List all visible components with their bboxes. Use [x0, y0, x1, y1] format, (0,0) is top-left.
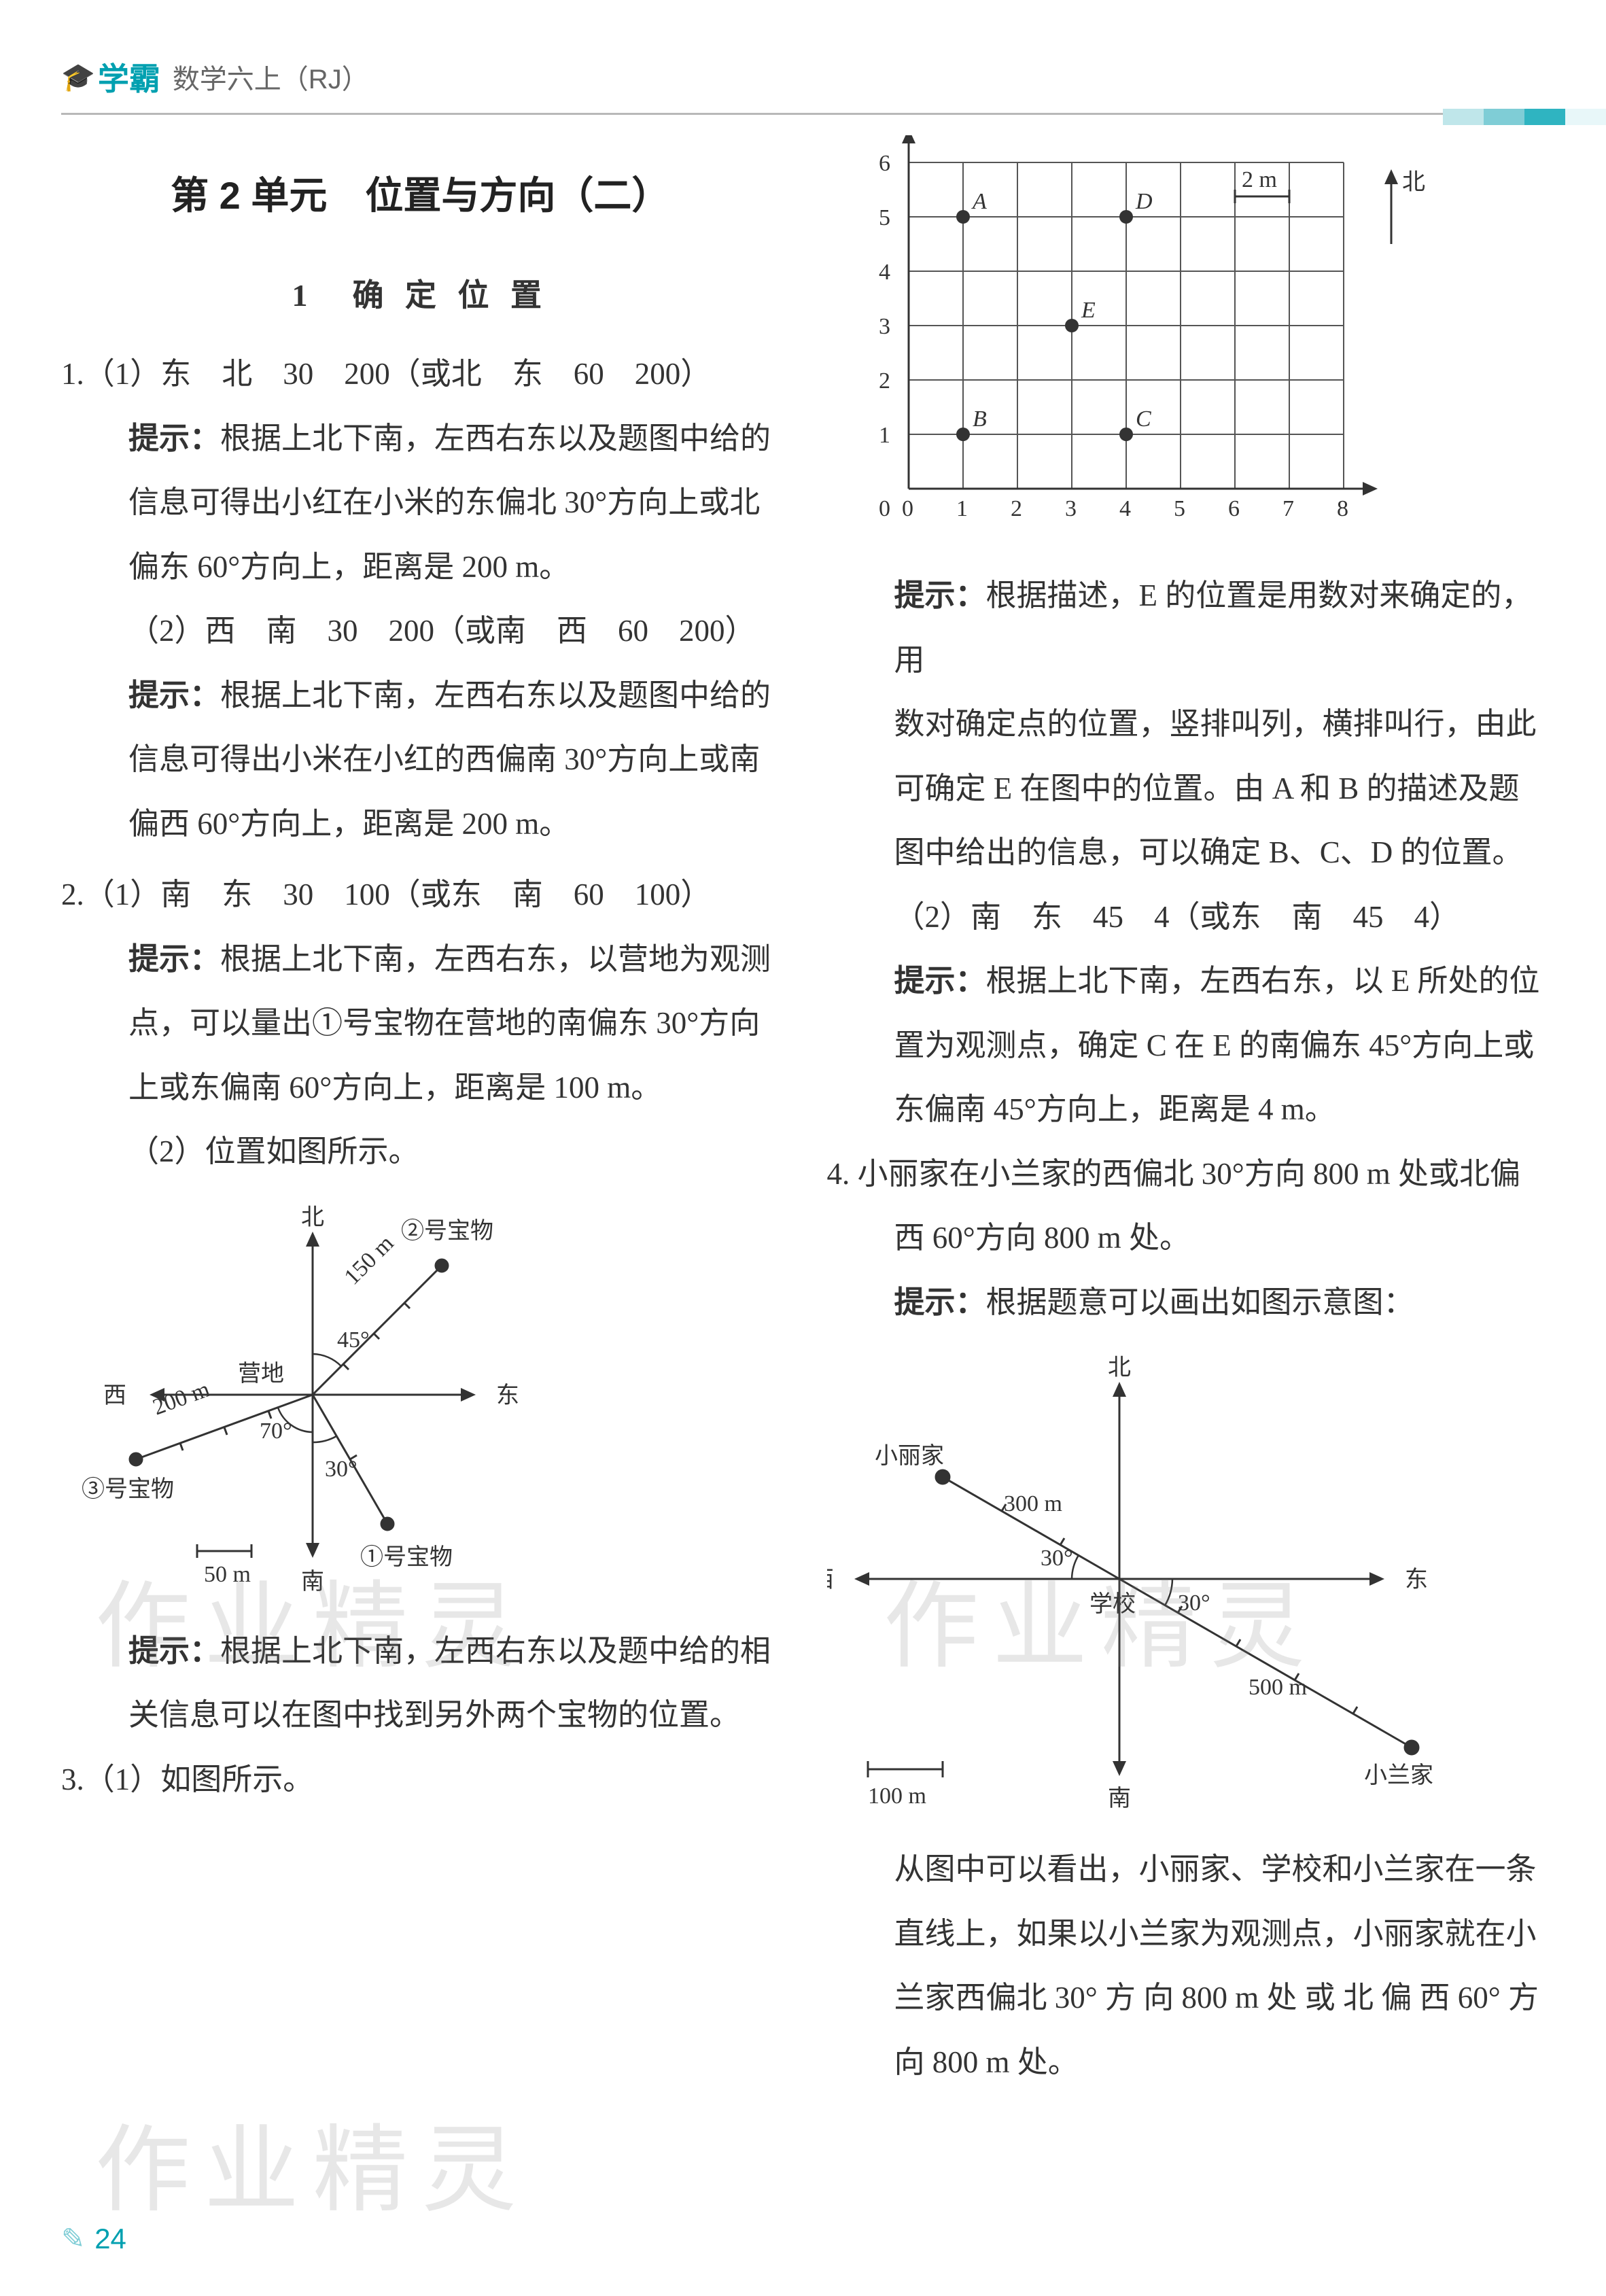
compass-north: 北 [301, 1205, 324, 1230]
svg-text:1: 1 [956, 496, 968, 521]
q2-diagram: 北 南 东 西 营地 45° 150 m ②号宝物 [61, 1191, 780, 1612]
q1: 1.（1）东 北 30 200（或北 东 60 200） 提示：根据上北下南，左… [61, 342, 780, 856]
svg-text:8: 8 [1337, 496, 1348, 521]
header-stripes [1443, 109, 1606, 125]
q4-tip2: 从图中可以看出，小丽家、学校和小兰家在一条直线上，如果以小兰家为观测点，小丽家就… [827, 1837, 1546, 2094]
logo: 🎓 学霸 [61, 54, 160, 99]
unit-title: 第 2 单元 位置与方向（二） [61, 156, 780, 236]
q4-south: 南 [1108, 1786, 1131, 1811]
q3-tip2-text: 根据上北下南，左西右东，以 E 所处的位置为观测点，确定 C 在 E 的南偏东 … [894, 964, 1540, 1126]
q2-tip1: 提示：根据上北下南，左西右东，以营地为观测点，可以量出①号宝物在营地的南偏东 3… [61, 927, 780, 1120]
q2-center-label: 营地 [238, 1361, 284, 1387]
q2-part1: 2.（1）南 东 30 100（或东 南 60 100） [61, 863, 780, 927]
tip-label: 提示： [128, 942, 220, 976]
q4-diagram: 北 南 东 西 学校 30° 300 m 小丽家 [827, 1341, 1546, 1830]
q2-tip2-text: 根据上北下南，左西右东以及题中给的相关信息可以在图中找到另外两个宝物的位置。 [128, 1634, 771, 1733]
header-rule [61, 113, 1545, 115]
q4-center: 学校 [1089, 1591, 1136, 1617]
q2-scale: 50 m [204, 1562, 251, 1587]
q2-tip2: 提示：根据上北下南，左西右东以及题中给的相关信息可以在图中找到另外两个宝物的位置… [61, 1619, 780, 1747]
svg-text:5: 5 [879, 205, 890, 230]
svg-text:C: C [1136, 406, 1151, 432]
q2-sw-angle: 70° [260, 1419, 292, 1444]
page-footer: ✎ 24 [61, 2222, 126, 2255]
page-number: 24 [94, 2223, 126, 2255]
tip-label: 提示： [128, 678, 220, 712]
tip-label: 提示： [128, 1634, 220, 1668]
q1-tip1: 提示：根据上北下南，左西右东以及题图中给的信息可得出小红在小米的东偏北 30°方… [61, 406, 780, 599]
compass-south: 南 [301, 1569, 324, 1595]
q4-nw-angle: 30° [1041, 1546, 1073, 1571]
q1-part2: （2）西 南 30 200（或南 西 60 200） [61, 599, 780, 663]
svg-text:A: A [971, 189, 987, 214]
q1-tip2: 提示：根据上北下南，左西右东以及题图中给的信息可得出小米在小红的西偏南 30°方… [61, 663, 780, 856]
svg-text:2 m: 2 m [1242, 167, 1277, 192]
section-title: 1 确 定 位 置 [61, 263, 780, 329]
q3-part2: （2）南 东 45 4（或东 南 45 4） [827, 885, 1546, 950]
q4-east: 东 [1405, 1567, 1428, 1593]
tip-label: 提示： [894, 1285, 986, 1319]
tip-label: 提示： [894, 964, 986, 998]
svg-text:2: 2 [879, 368, 890, 394]
q2-tip1-text: 根据上北下南，左西右东，以营地为观测点，可以量出①号宝物在营地的南偏东 30°方… [128, 942, 771, 1104]
q2-ne-label: ②号宝物 [401, 1218, 493, 1244]
q3-tip1-text: 根据描述，E 的位置是用数对来确定的，用 [894, 578, 1533, 677]
content-columns: 第 2 单元 位置与方向（二） 1 确 定 位 置 1.（1）东 北 30 20… [61, 135, 1545, 2161]
q4-nw-label: 小丽家 [875, 1443, 944, 1469]
compass-west: 西 [103, 1383, 126, 1408]
q3-part1: 3.（1）如图所示。 [61, 1747, 780, 1812]
q4-scale: 100 m [868, 1784, 926, 1809]
svg-text:4: 4 [879, 260, 890, 285]
svg-text:6: 6 [879, 151, 890, 176]
q2-sw-dist: 200 m [150, 1376, 213, 1420]
q4-north: 北 [1108, 1355, 1131, 1380]
q4-tip1: 提示：根据题意可以画出如图示意图： [827, 1270, 1546, 1335]
q4-se-dist: 500 m [1249, 1675, 1307, 1700]
q4-se-label: 小兰家 [1364, 1762, 1433, 1788]
svg-text:2: 2 [1011, 496, 1022, 521]
q4-part1: 4. 小丽家在小兰家的西偏北 30°方向 800 m 处或北偏西 60°方向 8… [827, 1142, 1546, 1270]
svg-text:7: 7 [1282, 496, 1294, 521]
svg-text:1: 1 [879, 423, 890, 448]
q2-part2: （2）位置如图所示。 [61, 1119, 780, 1184]
svg-text:E: E [1081, 298, 1096, 323]
svg-text:4: 4 [1119, 496, 1131, 521]
q4-nw-dist: 300 m [1004, 1491, 1062, 1516]
page: 🎓 学霸 数学六上（RJ） 第 2 单元 位置与方向（二） 1 确 定 位 置 … [0, 0, 1606, 2296]
svg-text:0: 0 [902, 496, 913, 521]
q1-part1: 1.（1）东 北 30 200（或北 东 60 200） [61, 342, 780, 406]
q2: 2.（1）南 东 30 100（或东 南 60 100） 提示：根据上北下南，左… [61, 863, 780, 1184]
header-sub: 数学六上（RJ） [173, 57, 369, 97]
logo-icon: 🎓 [61, 61, 95, 93]
tip-label: 提示： [128, 421, 220, 455]
svg-text:B: B [973, 406, 987, 432]
q2-ne-dist: 150 m [339, 1230, 398, 1289]
svg-text:0: 0 [879, 496, 890, 521]
pencil-icon: ✎ [61, 2222, 85, 2255]
page-header: 🎓 学霸 数学六上（RJ） [61, 54, 1545, 99]
svg-text:6: 6 [1228, 496, 1240, 521]
q2-se-angle: 30° [325, 1457, 357, 1482]
q3-tip2: 提示：根据上北下南，左西右东，以 E 所处的位置为观测点，确定 C 在 E 的南… [827, 949, 1546, 1142]
q4-se-angle: 30° [1178, 1590, 1210, 1616]
q2-ne-angle: 45° [337, 1327, 370, 1353]
svg-text:3: 3 [1065, 496, 1077, 521]
svg-text:3: 3 [879, 314, 890, 339]
q3-cont: 数对确定点的位置，竖排叫列，横排叫行，由此可确定 E 在图中的位置。由 A 和 … [827, 692, 1546, 885]
q1-tip2-text: 根据上北下南，左西右东以及题图中给的信息可得出小米在小红的西偏南 30°方向上或… [128, 678, 771, 841]
q4-west: 西 [827, 1567, 834, 1593]
svg-text:5: 5 [1174, 496, 1185, 521]
q4-tip1-text: 根据题意可以画出如图示意图： [986, 1285, 1414, 1319]
tip-label: 提示： [894, 578, 986, 612]
compass-east: 东 [496, 1382, 519, 1408]
q3-tip1: 提示：根据描述，E 的位置是用数对来确定的，用 [827, 563, 1546, 692]
logo-text: 学霸 [98, 54, 160, 99]
q3-grid: 0 1 2 3 4 5 6 7 8 1 2 3 4 5 6 0 A B C D E 北 2 m [827, 135, 1546, 557]
q2-sw-label: ③号宝物 [82, 1476, 174, 1502]
q1-tip1-text: 根据上北下南，左西右东以及题图中给的信息可得出小红在小米的东偏北 30°方向上或… [128, 421, 771, 584]
svg-text:北: 北 [1402, 170, 1425, 195]
q2-se-label: ①号宝物 [360, 1544, 453, 1570]
svg-text:D: D [1135, 189, 1153, 214]
